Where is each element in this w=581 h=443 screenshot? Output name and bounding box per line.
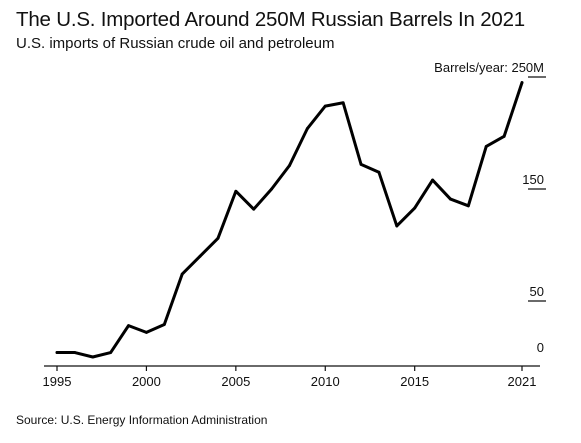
chart-subtitle: U.S. imports of Russian crude oil and pe… [16,35,335,52]
data-point-2001 [162,323,166,326]
data-point-2012 [359,162,363,166]
data-point-2010 [323,104,327,108]
x-axis: 1995 2000 2005 2010 2015 2021 [43,365,540,389]
data-point-2017 [449,197,452,201]
data-point-2011 [341,101,345,105]
data-point-1998 [109,351,113,354]
y-tick-label-250: Barrels/year: 250M [434,60,544,75]
data-point-2006 [252,207,256,211]
x-tick-label-2010: 2010 [311,374,340,389]
data-point-2009 [305,127,309,130]
data-point-2016 [431,178,434,182]
y-axis: 0 50 150 Barrels/year: 250M [434,60,546,355]
data-point-2002 [180,272,184,276]
x-tick-label-2000: 2000 [132,374,161,389]
data-point-2015 [413,206,417,210]
data-point-2021 [520,81,524,84]
x-tick-label-2021: 2021 [508,374,537,389]
x-tick-label-2015: 2015 [400,374,429,389]
data-point-2020 [502,134,506,138]
data-point-2004 [216,236,220,240]
series-line [55,81,524,359]
data-point-2019 [484,145,488,148]
source-note: Source: U.S. Energy Information Administ… [16,413,268,427]
data-point-1997 [91,355,95,359]
data-point-1995 [55,351,59,354]
data-point-1996 [73,351,77,354]
x-tick-label-2005: 2005 [221,374,250,389]
data-point-2013 [377,170,381,174]
data-point-2014 [395,224,399,228]
chart-title: The U.S. Imported Around 250M Russian Ba… [16,8,526,31]
y-tick-label-150: 150 [522,172,544,187]
chart-marks [55,81,524,359]
data-point-1999 [127,324,130,328]
data-point-2000 [145,330,148,334]
y-tick-label-0: 0 [537,340,544,355]
x-tick-label-1995: 1995 [43,374,72,389]
data-point-2005 [234,189,238,193]
data-point-2018 [466,204,470,208]
data-point-2007 [270,187,274,191]
data-point-2003 [198,254,202,258]
data-point-2008 [288,164,291,167]
y-tick-label-50: 50 [530,284,544,299]
